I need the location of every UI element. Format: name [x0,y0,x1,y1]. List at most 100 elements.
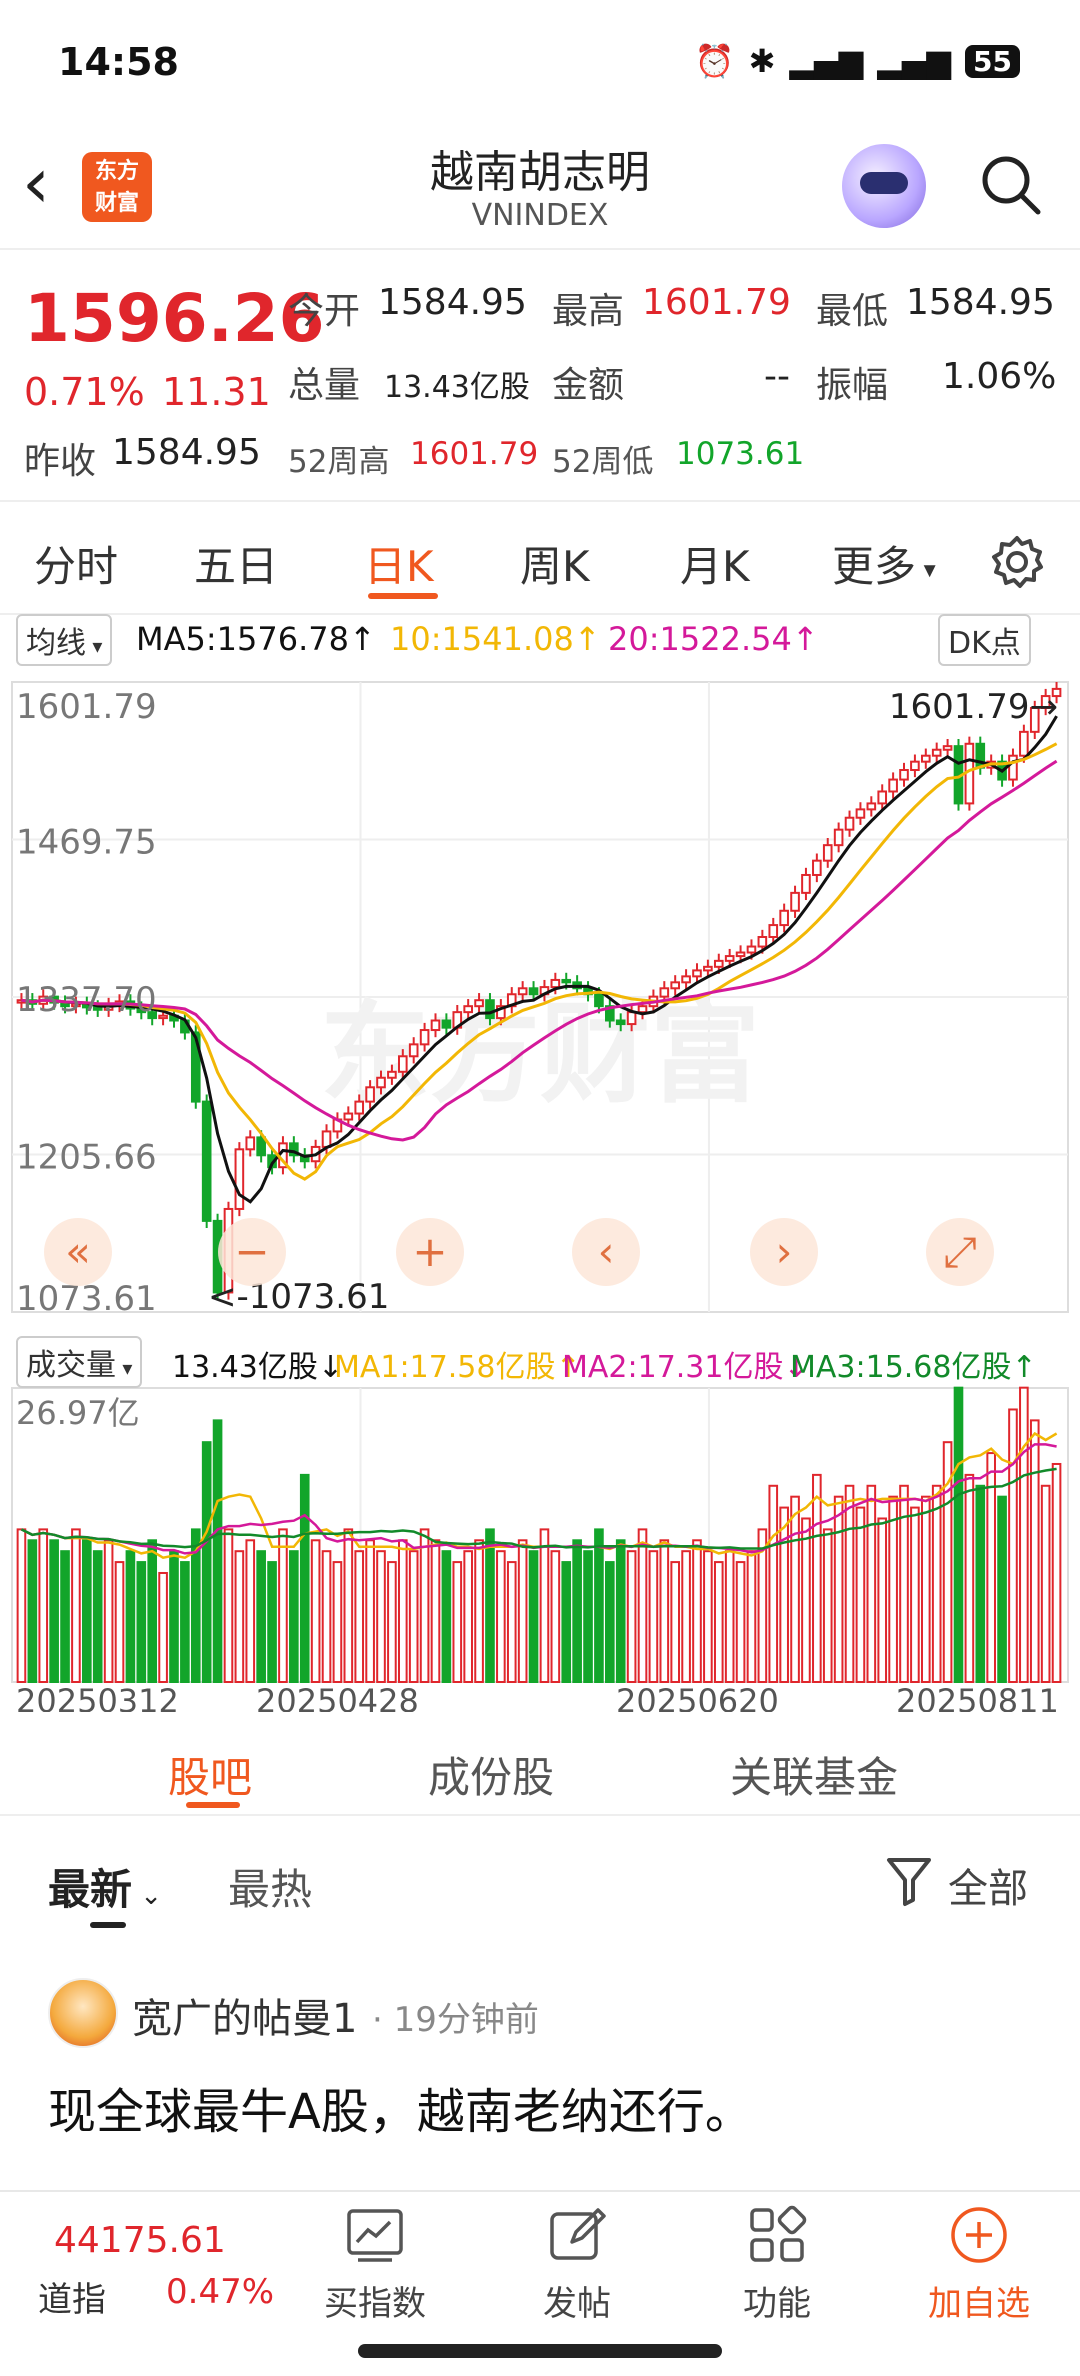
edit-icon [550,2208,606,2260]
battery-icon: 55 [965,44,1020,78]
volume-bar [986,1452,996,1683]
post-username[interactable]: 宽广的帖曼1 [132,1996,358,2042]
volume-selector[interactable]: 成交量 ▾ [16,1336,143,1388]
tab-related-funds[interactable]: 关联基金 [730,1753,899,1802]
post-item[interactable]: 宽广的帖曼1 · 19分钟前 现全球最牛A股，越南老纳还行。 [0,1950,1080,2190]
candle [158,1014,168,1020]
volume-bar [496,1550,506,1683]
volume-bar [997,1495,1007,1683]
zoom-out-button[interactable] [218,1218,286,1286]
volume-bar [474,1539,484,1683]
volume-bar [1040,1484,1051,1683]
scroll-left-button[interactable] [572,1218,640,1286]
tab-intraday[interactable]: 分时 [34,542,119,591]
tab-constituents[interactable]: 成份股 [428,1753,555,1802]
candle [757,936,768,948]
candle [441,1019,452,1029]
avatar[interactable] [48,1978,118,2048]
candle [550,978,561,989]
ma-selector[interactable]: 均线 ▾ [16,614,113,666]
volume-bar [942,1441,953,1683]
active-tab-indicator [368,593,438,599]
volume-bar [71,1528,81,1683]
candle [343,1112,354,1121]
sort-hot[interactable]: 最热 [228,1865,313,1914]
nav-functions[interactable]: 功能 [702,2204,852,2325]
volume-bar [441,1550,452,1683]
app-logo[interactable]: 东方 财富 [82,152,152,222]
high-label: 最高 [552,291,625,332]
dow-percent[interactable]: 0.47% [166,2272,275,2312]
volume-bar [321,1550,332,1683]
assistant-robot-icon[interactable] [842,144,926,228]
candle [899,769,909,781]
low-value: 1584.95 [906,282,1055,323]
scroll-left-fast-icon: « [65,1227,91,1276]
post-text[interactable]: 现全球最牛A股，越南老纳还行。 [48,2084,753,2140]
dow-price[interactable]: 44175.61 [54,2220,226,2261]
candle [594,993,604,1008]
tab-weekly-k[interactable]: 周K [520,542,590,591]
tab-five-day[interactable]: 五日 [194,542,279,591]
volume-bar [572,1539,582,1683]
tab-more[interactable]: 更多 ▾ [832,533,936,594]
candle [485,999,495,1020]
sort-indicator [90,1922,126,1928]
y-tick-label: 1073.61 [16,1279,157,1319]
active-section-indicator [186,1802,240,1808]
post-time: · 19分钟前 [372,2000,539,2040]
tab-guba[interactable]: 股吧 [168,1753,253,1802]
scroll-left-fast-button[interactable] [44,1218,112,1286]
kline-svg[interactable]: 东方财富 1601.79 1469.75 1337.70 1205.66 1073.61 1… [0,672,1080,1712]
volume-bar [506,1561,517,1683]
volume-bar [136,1561,147,1683]
nav-add-watchlist[interactable]: 加自选 [904,2204,1054,2325]
nav-post[interactable]: 发帖 [502,2204,652,2325]
fullscreen-button[interactable] [926,1218,994,1286]
candle [670,981,681,990]
zoom-out-icon: − [234,1227,269,1276]
candle [1029,706,1040,733]
volume-bar [245,1539,256,1683]
sort-latest[interactable]: 最新 ⌄ [48,1856,162,1917]
gear-icon[interactable] [990,535,1044,589]
filter-all[interactable]: 全部 [948,1866,1028,1912]
candle [463,1005,473,1014]
volume-bar [626,1550,637,1683]
dk-point-button[interactable]: DK点 [938,614,1031,666]
candle [692,969,702,978]
vol-ma2-legend: MA2:17.31亿股↓ [562,1350,809,1385]
back-icon[interactable]: ‹ [22,142,50,224]
volume-bar [713,1561,724,1683]
volume-bar [822,1528,833,1683]
home-indicator[interactable] [358,2344,722,2358]
index-code: VNINDEX [471,198,609,233]
candle [681,975,691,984]
filter-funnel-icon[interactable] [886,1856,932,1908]
tab-monthly-k[interactable]: 月K [680,542,750,591]
candle [724,955,735,962]
volume-bar [289,1550,299,1683]
volume-bar [190,1528,201,1683]
candle [397,1055,408,1073]
w52-low-value: 1073.61 [676,436,805,472]
volume-bar [670,1561,681,1683]
high-value: 1601.79 [642,282,791,323]
candle [419,1029,430,1046]
zoom-in-button[interactable] [396,1218,464,1286]
vol-ma3-legend: MA3:15.68亿股↑ [790,1350,1037,1385]
nav-buy-index[interactable]: 买指数 [300,2204,450,2325]
candle [201,1100,212,1222]
page-title: 越南胡志明 [430,147,650,198]
candle [354,1100,365,1115]
dow-label[interactable]: 道指 [38,2280,106,2320]
scroll-right-button[interactable] [750,1218,818,1286]
volume-bar [1051,1462,1062,1683]
tab-daily-k[interactable]: 日K [364,542,434,591]
nav-buy-index-label: 买指数 [324,2284,426,2324]
volume-bar [528,1550,539,1683]
candle [942,745,953,751]
volume-bar [408,1550,419,1683]
volume-bar [681,1550,691,1683]
search-icon[interactable] [978,152,1042,216]
